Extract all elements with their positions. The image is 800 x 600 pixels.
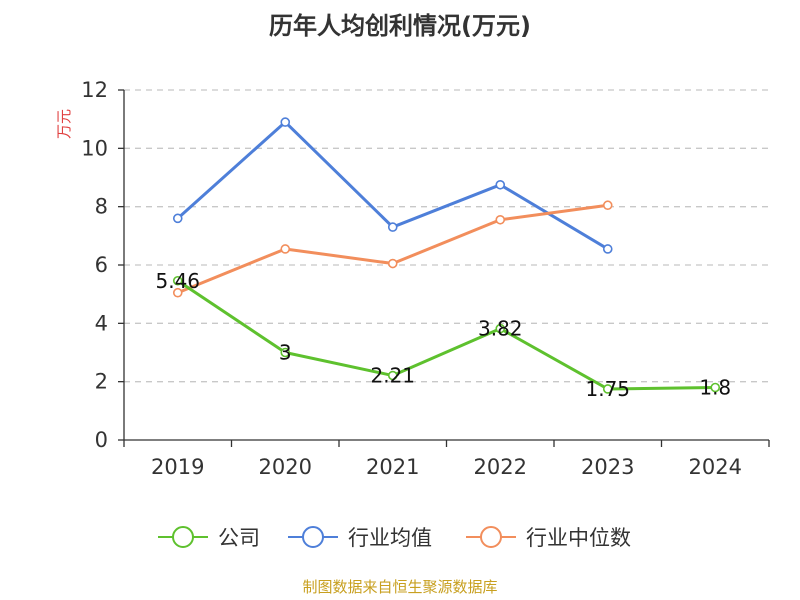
x-tick-label-2020: 2020 <box>259 455 312 479</box>
y-tick-label-6: 6 <box>95 253 108 277</box>
data-point-0-2023 <box>602 384 613 394</box>
legend-item-0: 公司 <box>158 526 260 550</box>
data-point-0-2024 <box>710 382 721 393</box>
chart-title: 历年人均创利情况(万元) <box>269 12 531 40</box>
series-2 <box>172 200 613 298</box>
data-point-2-2023 <box>602 200 613 211</box>
y-tick-label-12: 12 <box>81 78 108 102</box>
x-tick-label-2019: 2019 <box>151 455 204 479</box>
y-tick-label-10: 10 <box>81 136 108 160</box>
legend-marker-2 <box>480 526 502 548</box>
data-point-0-2019 <box>172 275 183 286</box>
x-tick-label-2021: 2021 <box>366 455 419 479</box>
legend-label-0: 公司 <box>218 526 260 550</box>
series-layer <box>172 117 721 394</box>
x-tick-label-2024: 2024 <box>689 455 742 479</box>
data-point-2-2020 <box>280 244 291 254</box>
legend-item-1: 行业均值 <box>288 526 432 550</box>
x-tick-label-2022: 2022 <box>474 455 527 479</box>
x-tick-label-2023: 2023 <box>581 455 634 479</box>
data-point-1-2021 <box>387 222 398 232</box>
data-labels: 5.46 3 2.21 3.82 1.75 1.8 <box>155 269 731 401</box>
series-line-0 <box>176 279 716 391</box>
legend-label-1: 行业均值 <box>348 526 432 550</box>
y-axis-label: 万元 <box>55 109 73 139</box>
data-point-1-2022 <box>495 179 506 190</box>
data-label-2024: 1.8 <box>699 376 731 400</box>
legend-marker-1 <box>302 526 324 548</box>
gridlines <box>124 89 769 383</box>
legend-marker-0 <box>172 526 194 548</box>
y-tick-label-0: 0 <box>95 428 108 452</box>
data-point-0-2021 <box>387 370 398 381</box>
legend-label-2: 行业中位数 <box>526 526 631 550</box>
y-tick-label-2: 2 <box>95 370 108 394</box>
data-label-2022: 3.82 <box>478 317 523 341</box>
series-line-2 <box>177 203 608 295</box>
data-point-1-2023 <box>602 244 613 254</box>
data-point-0-2020 <box>280 347 291 358</box>
series-1 <box>172 117 613 254</box>
data-point-1-2020 <box>280 117 291 127</box>
legend-item-2: 行业中位数 <box>466 526 631 550</box>
data-point-2-2021 <box>387 258 398 269</box>
series-0 <box>172 275 721 394</box>
data-label-2021: 2.21 <box>370 364 415 388</box>
data-label-2019: 5.46 <box>155 269 200 293</box>
source-note: 制图数据来自恒生聚源数据库 <box>302 578 497 596</box>
legend: 公司 行业均值 行业中位数 <box>158 526 631 550</box>
data-point-0-2022 <box>495 323 506 334</box>
data-point-2-2022 <box>495 214 506 225</box>
y-tick-label-4: 4 <box>95 311 108 335</box>
data-label-2023: 1.75 <box>585 377 630 401</box>
data-point-1-2019 <box>172 213 183 224</box>
data-point-2-2019 <box>172 287 183 298</box>
y-tick-label-8: 8 <box>95 195 108 219</box>
axes: 0 2 4 6 8 10 12 2019 2020 2021 2022 2023 2024 <box>81 78 770 479</box>
data-label-2020: 3 <box>279 341 292 365</box>
